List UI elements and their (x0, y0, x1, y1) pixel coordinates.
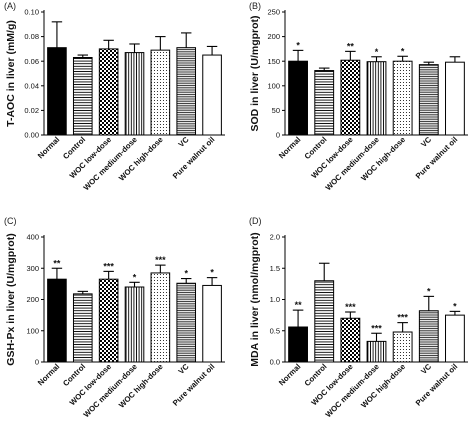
significance-marker: *** (155, 255, 166, 265)
y-tick-label: 300 (26, 264, 39, 273)
bar-woc-medium-dose (124, 286, 145, 363)
bar-woc-low-dose (340, 317, 361, 363)
y-tick-label: 200 (267, 32, 280, 41)
significance-marker: * (133, 272, 137, 282)
category-label: VC (419, 362, 433, 376)
y-axis-title: MDA in liver (nmol/mgprot) (249, 232, 261, 366)
bar-pure-walnut-oil (202, 54, 222, 136)
y-tick-label: 0 (35, 358, 39, 367)
bar-pure-walnut-oil (445, 61, 465, 136)
bar-woc-low-dose (98, 48, 119, 136)
y-axis-title: GSH-Px in liver (U/mgprot) (5, 233, 17, 365)
panel-label: (B) (249, 1, 261, 11)
bar-woc-high-dose (392, 60, 413, 136)
y-tick-label: 400 (26, 233, 39, 242)
bar-control (72, 57, 93, 136)
significance-marker: ** (53, 258, 61, 268)
y-tick-label: 0.0 (270, 358, 280, 367)
bar-normal (288, 60, 308, 136)
category-label: VC (177, 135, 191, 149)
y-tick-label: 0.06 (24, 57, 39, 66)
significance-marker: *** (371, 323, 382, 333)
bar-woc-high-dose (150, 49, 171, 136)
bar-pure-walnut-oil (445, 314, 465, 363)
significance-marker: *** (345, 302, 356, 312)
bar-woc-low-dose (340, 59, 361, 136)
significance-marker: *** (103, 261, 114, 271)
y-tick-label: 2.0 (270, 233, 280, 242)
bar-normal (47, 278, 67, 363)
significance-marker: *** (397, 313, 408, 323)
bar-normal (288, 326, 308, 363)
y-tick-label: 0.5 (270, 326, 280, 335)
y-tick-label: 200 (26, 295, 39, 304)
significance-marker: ** (295, 300, 303, 310)
significance-marker: * (401, 46, 405, 56)
significance-marker: * (184, 269, 188, 279)
significance-marker: * (375, 47, 379, 57)
y-tick-label: 0 (276, 131, 280, 140)
significance-marker: * (427, 286, 431, 296)
category-label: Normal (36, 362, 61, 387)
y-tick-label: 250 (267, 8, 280, 17)
bar-pure-walnut-oil (202, 284, 222, 363)
significance-marker: ** (347, 41, 355, 51)
bar-vc (176, 282, 197, 363)
y-tick-label: 100 (267, 81, 280, 90)
category-label: VC (177, 362, 191, 376)
significance-marker: * (296, 40, 300, 50)
significance-marker: * (453, 301, 457, 311)
panel-label: (C) (4, 216, 17, 226)
bar-vc (176, 47, 197, 136)
bar-woc-high-dose (150, 272, 171, 363)
panel-d: (D) MDA in liver (nmol/mgprot) 0.0 0.5 1.0 1.… (249, 216, 468, 419)
category-label: WOC high-dose (117, 362, 165, 410)
category-label: Control (303, 362, 329, 388)
panel-label: (A) (4, 1, 16, 11)
y-tick-label: 50 (272, 106, 280, 115)
category-label: Normal (277, 362, 302, 387)
y-tick-label: 1.0 (270, 295, 280, 304)
bar-control (314, 280, 335, 363)
y-tick-label: 150 (267, 57, 280, 66)
y-tick-label: 100 (26, 326, 39, 335)
panel-a: (A) T-AOC in liver (mM/g) 0.00 0.02 0.04 0.06… (4, 1, 225, 192)
y-tick-label: 0.08 (24, 32, 39, 41)
y-tick-label: 0.00 (24, 131, 39, 140)
category-label: WOC high-dose (117, 135, 165, 183)
category-label: Normal (277, 135, 302, 160)
bar-woc-high-dose (392, 331, 413, 363)
y-tick-label: 0.10 (24, 8, 39, 17)
bar-vc (418, 64, 439, 136)
y-tick-label: 0.02 (24, 106, 39, 115)
bar-woc-medium-dose (124, 52, 145, 136)
bar-woc-medium-dose (366, 61, 387, 136)
bar-control (72, 293, 93, 363)
significance-marker: * (210, 268, 214, 278)
y-tick-label: 0.04 (24, 81, 39, 90)
panel-label: (D) (249, 216, 262, 226)
y-axis-title: SOD in liver (U/mgprot) (249, 15, 261, 131)
category-label: VC (419, 135, 433, 149)
bar-control (314, 70, 335, 136)
category-label: Normal (36, 135, 61, 160)
panel-c: (C) GSH-Px in liver (U/mgprot) 0 100 200 300 4… (4, 216, 225, 419)
panel-b: (B) SOD in liver (U/mgprot) 0 50 100 150 200 25… (249, 1, 468, 192)
bar-woc-low-dose (98, 278, 119, 363)
y-tick-label: 1.5 (270, 264, 280, 273)
category-label: Control (303, 135, 329, 161)
y-axis-title: T-AOC in liver (mM/g) (5, 20, 17, 127)
bar-normal (47, 47, 67, 136)
bar-vc (418, 310, 439, 363)
bar-woc-medium-dose (366, 340, 387, 363)
